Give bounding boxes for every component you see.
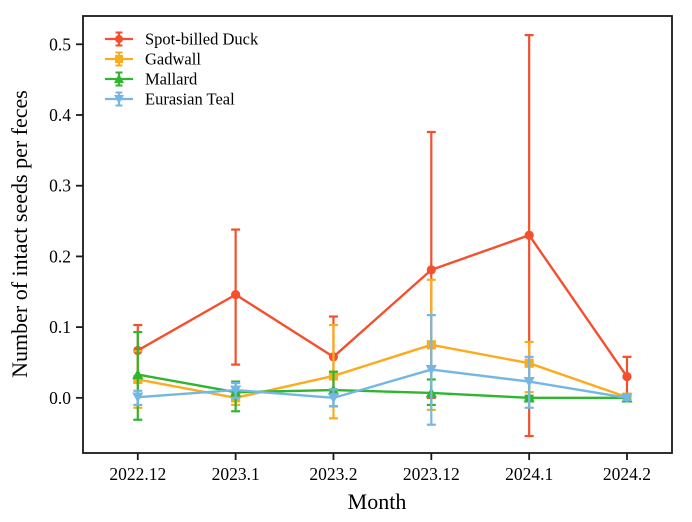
circle-marker-icon <box>231 290 241 300</box>
y-tick-label: 0.0 <box>49 388 71 408</box>
x-axis: 2022.12 2023.1 2023.2 2023.12 2024.1 2024.2 <box>109 453 651 484</box>
x-tick-label: 2022.12 <box>109 464 166 484</box>
y-tick-label: 0.2 <box>49 246 71 266</box>
circle-marker-icon <box>115 35 123 43</box>
triangle-down-marker-icon <box>621 393 633 404</box>
circle-marker-icon <box>622 372 632 382</box>
legend-item-mallard: Mallard <box>105 70 198 89</box>
x-tick-label: 2024.1 <box>505 464 553 484</box>
circle-marker-icon <box>524 230 534 240</box>
plot-border <box>82 15 673 454</box>
y-tick-label: 0.5 <box>49 34 71 54</box>
triangle-down-marker-icon <box>327 393 340 404</box>
legend-label: Gadwall <box>145 50 201 69</box>
x-axis-label: Month <box>347 489 407 514</box>
triangle-up-marker-icon <box>132 368 144 380</box>
series-line <box>136 234 629 378</box>
triangle-down-marker-icon <box>114 95 124 104</box>
series-mallard <box>132 330 633 421</box>
legend-label: Mallard <box>145 70 198 89</box>
legend-item-gadwall: Gadwall <box>105 50 201 69</box>
legend-item-spot-billed-duck: Spot-billed Duck <box>105 30 259 49</box>
y-axis: 0.0 0.1 0.2 0.3 0.4 0.5 <box>49 34 83 408</box>
y-tick-label: 0.4 <box>49 105 71 125</box>
series-line <box>136 368 629 400</box>
circle-marker-icon <box>426 265 436 275</box>
x-tick-label: 2023.12 <box>403 464 460 484</box>
triangle-down-marker-icon <box>230 385 242 396</box>
legend-label: Spot-billed Duck <box>145 30 259 49</box>
series-line <box>136 373 629 400</box>
series-eurasian-teal <box>132 314 633 426</box>
series-line <box>136 343 629 400</box>
x-tick-label: 2024.2 <box>603 464 651 484</box>
square-marker-icon <box>115 55 123 63</box>
legend-label: Eurasian Teal <box>145 90 235 109</box>
triangle-down-marker-icon <box>523 376 535 388</box>
triangle-down-marker-icon <box>132 392 144 403</box>
x-tick-label: 2023.2 <box>309 464 357 484</box>
triangle-down-marker-icon <box>425 364 437 376</box>
y-tick-label: 0.1 <box>49 317 71 337</box>
x-tick-label: 2023.1 <box>212 464 260 484</box>
y-tick-label: 0.3 <box>49 176 71 196</box>
y-axis-label: Number of intact seeds per feces <box>7 90 32 378</box>
triangle-up-marker-icon <box>114 74 124 83</box>
legend-item-eurasian-teal: Eurasian Teal <box>105 90 235 109</box>
